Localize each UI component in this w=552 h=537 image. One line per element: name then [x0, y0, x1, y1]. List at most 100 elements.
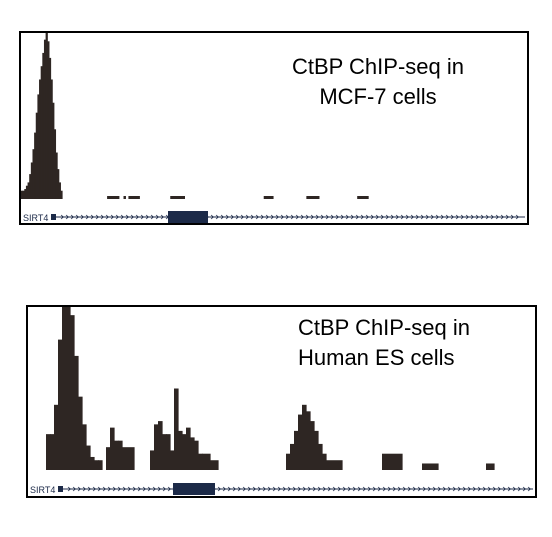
signal-track-mcf7: SIRT4	[21, 33, 525, 223]
strand-arrow	[475, 214, 480, 220]
signal-bar	[318, 443, 323, 470]
chart-panel-es: SIRT4	[26, 305, 537, 498]
strand-arrow	[527, 486, 532, 492]
caption-line-1: CtBP ChIP-seq in	[291, 54, 464, 79]
strand-arrow	[167, 486, 172, 492]
signal-fragment	[357, 196, 369, 199]
strand-arrow	[217, 486, 222, 492]
strand-arrow	[512, 486, 517, 492]
signal-bar	[122, 447, 135, 470]
caption-es: CtBP ChIP-seq in Human ES cells	[298, 313, 470, 373]
strand-arrow	[145, 214, 150, 220]
strand-arrow	[215, 214, 220, 220]
strand-arrow	[122, 486, 127, 492]
strand-arrow	[355, 214, 360, 220]
strand-arrow	[220, 214, 225, 220]
strand-arrow	[102, 486, 107, 492]
signal-bar	[306, 411, 311, 470]
strand-arrow	[65, 214, 70, 220]
caption-mcf7: CtBP ChIP-seq in MCF-7 cells	[263, 52, 493, 112]
strand-arrow	[97, 486, 102, 492]
strand-arrow	[432, 486, 437, 492]
signal-bar	[198, 453, 203, 470]
signal-bar	[186, 427, 191, 470]
strand-arrow	[322, 486, 327, 492]
strand-arrow	[75, 214, 80, 220]
strand-arrow	[352, 486, 357, 492]
strand-arrow	[457, 486, 462, 492]
signal-bar	[182, 434, 187, 470]
strand-arrow	[297, 486, 302, 492]
strand-arrow	[407, 486, 412, 492]
strand-arrow	[272, 486, 277, 492]
strand-arrow	[150, 214, 155, 220]
signal-bar	[382, 453, 403, 470]
strand-arrow	[482, 486, 487, 492]
strand-arrow	[235, 214, 240, 220]
strand-arrow	[397, 486, 402, 492]
gene-label: SIRT4	[23, 213, 48, 223]
signal-bar	[39, 79, 42, 199]
strand-arrow	[287, 486, 292, 492]
strand-arrow	[345, 214, 350, 220]
strand-arrow	[310, 214, 315, 220]
signal-bar	[22, 190, 25, 199]
strand-arrow	[412, 486, 417, 492]
signal-bar	[35, 112, 38, 199]
signal-bar	[106, 447, 111, 470]
signal-bar	[174, 388, 179, 470]
strand-arrow	[377, 486, 382, 492]
strand-arrow	[405, 214, 410, 220]
strand-arrow	[347, 486, 352, 492]
strand-arrow	[487, 486, 492, 492]
strand-arrow	[222, 486, 227, 492]
strand-arrow	[227, 486, 232, 492]
strand-arrow	[437, 486, 442, 492]
strand-arrow	[225, 214, 230, 220]
gene-exon	[168, 211, 208, 223]
strand-arrow	[282, 486, 287, 492]
strand-arrow	[502, 486, 507, 492]
signal-bar	[170, 450, 175, 470]
signal-bar	[78, 396, 83, 470]
strand-arrow	[452, 486, 457, 492]
signal-bar	[286, 453, 291, 470]
strand-arrow	[315, 214, 320, 220]
signal-track-es: SIRT4	[30, 307, 533, 495]
strand-arrow	[337, 486, 342, 492]
strand-arrow	[117, 486, 122, 492]
strand-arrow	[330, 214, 335, 220]
strand-arrow	[340, 214, 345, 220]
signal-bar	[314, 430, 319, 470]
strand-arrow	[362, 486, 367, 492]
strand-arrow	[335, 214, 340, 220]
strand-arrow	[275, 214, 280, 220]
strand-arrow	[450, 214, 455, 220]
strand-arrow	[500, 214, 505, 220]
strand-arrow	[510, 214, 515, 220]
strand-arrow	[240, 214, 245, 220]
signal-bar	[310, 421, 315, 470]
strand-arrow	[400, 214, 405, 220]
strand-arrow	[307, 486, 312, 492]
strand-arrow	[110, 214, 115, 220]
signal-bar	[70, 315, 75, 470]
strand-arrow	[232, 486, 237, 492]
strand-arrow	[115, 214, 120, 220]
strand-arrow	[257, 486, 262, 492]
strand-arrow	[447, 486, 452, 492]
signal-bar	[21, 195, 29, 199]
strand-arrow	[292, 486, 297, 492]
strand-arrow	[87, 486, 92, 492]
signal-bar	[158, 421, 163, 470]
signal-bar	[86, 445, 91, 470]
strand-arrow	[365, 214, 370, 220]
strand-arrow	[367, 486, 372, 492]
strand-arrow	[250, 214, 255, 220]
strand-arrow	[252, 486, 257, 492]
signal-bar	[294, 430, 299, 470]
strand-arrow	[480, 214, 485, 220]
strand-arrow	[305, 214, 310, 220]
signal-fragment	[263, 196, 274, 199]
signal-bar	[50, 434, 55, 470]
